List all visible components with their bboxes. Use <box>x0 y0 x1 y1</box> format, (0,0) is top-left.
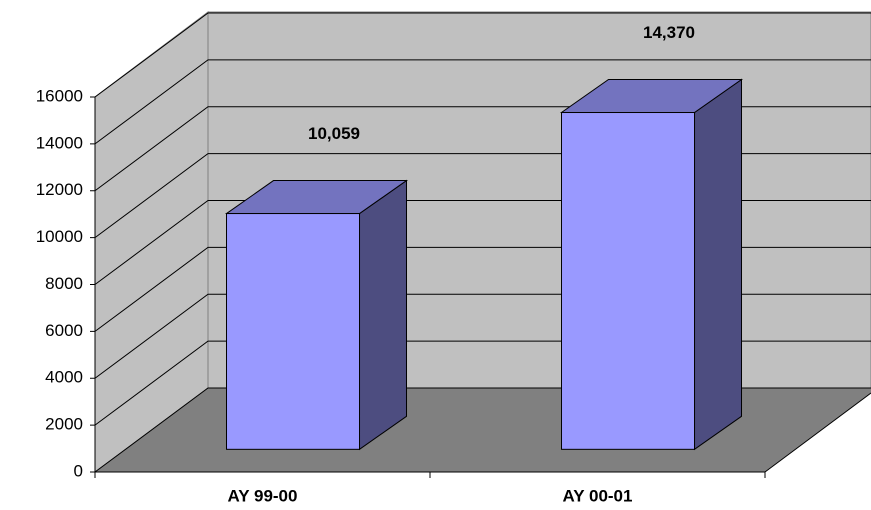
floor-edge <box>764 392 871 473</box>
y-tick-label: 14000 <box>36 133 83 152</box>
y-tick-label: 6000 <box>45 321 83 340</box>
y-tick-label: 8000 <box>45 274 83 293</box>
bar <box>224 179 409 451</box>
y-tick-label: 2000 <box>45 415 83 434</box>
value-label: 10,059 <box>308 124 360 143</box>
x-tick-label: AY 99-00 <box>228 486 298 505</box>
grid-line <box>94 59 871 145</box>
value-label: 14,370 <box>643 23 695 42</box>
y-tick-label: 12000 <box>36 180 83 199</box>
y-tick-label: 10000 <box>36 227 83 246</box>
grid-line <box>94 12 871 98</box>
bar <box>559 78 744 451</box>
bar-front <box>226 213 361 450</box>
y-tick-label: 0 <box>74 461 83 480</box>
x-tick-label: AY 00-01 <box>563 486 633 505</box>
bar-front <box>561 112 696 450</box>
y-tick-label: 4000 <box>45 368 83 387</box>
y-tick-label: 16000 <box>36 86 83 105</box>
floor <box>95 388 871 472</box>
bar-side <box>359 179 408 451</box>
bar-side <box>694 78 743 451</box>
bars <box>224 78 744 451</box>
